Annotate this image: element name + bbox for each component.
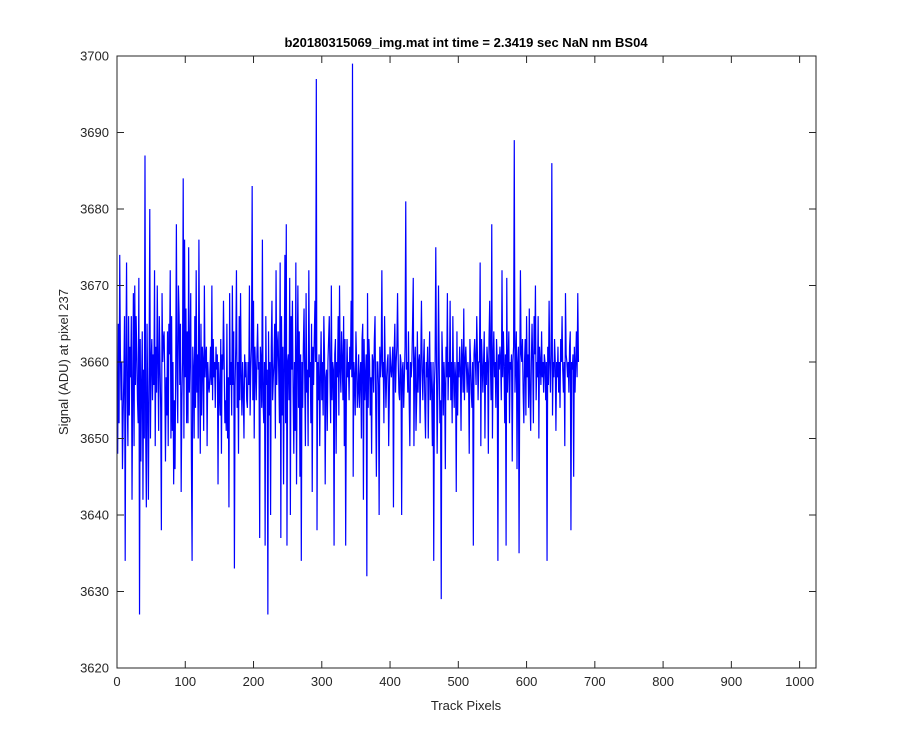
x-tick-label: 900 [721, 674, 743, 689]
chart-title: b20180315069_img.mat int time = 2.3419 s… [284, 35, 648, 50]
x-tick-label: 500 [447, 674, 469, 689]
y-tick-label: 3670 [80, 278, 109, 293]
x-tick-label: 600 [516, 674, 538, 689]
y-tick-label: 3660 [80, 355, 109, 370]
axis-ticks: 0 100 200 300 400 500 600 700 800 900 1000 3620 3630… [80, 49, 816, 689]
x-tick-label: 300 [311, 674, 333, 689]
axes-box [116, 55, 817, 669]
y-tick-label: 3640 [80, 508, 109, 523]
series-layer [117, 63, 580, 615]
y-tick-label: 3680 [80, 202, 109, 217]
series-line-0 [117, 63, 580, 615]
x-tick-label: 200 [243, 674, 265, 689]
x-tick-label: 400 [379, 674, 401, 689]
y-axis-label: Signal (ADU) at pixel 237 [56, 289, 71, 435]
y-tick-label: 3690 [80, 125, 109, 140]
x-tick-label: 800 [652, 674, 674, 689]
y-tick-label: 3620 [80, 661, 109, 676]
x-tick-label: 700 [584, 674, 606, 689]
y-tick-label: 3700 [80, 49, 109, 64]
y-tick-label: 3630 [80, 584, 109, 599]
x-tick-label: 0 [113, 674, 120, 689]
x-axis-label: Track Pixels [431, 698, 502, 713]
y-tick-label: 3650 [80, 431, 109, 446]
x-tick-label: 100 [174, 674, 196, 689]
x-tick-label: 1000 [785, 674, 814, 689]
